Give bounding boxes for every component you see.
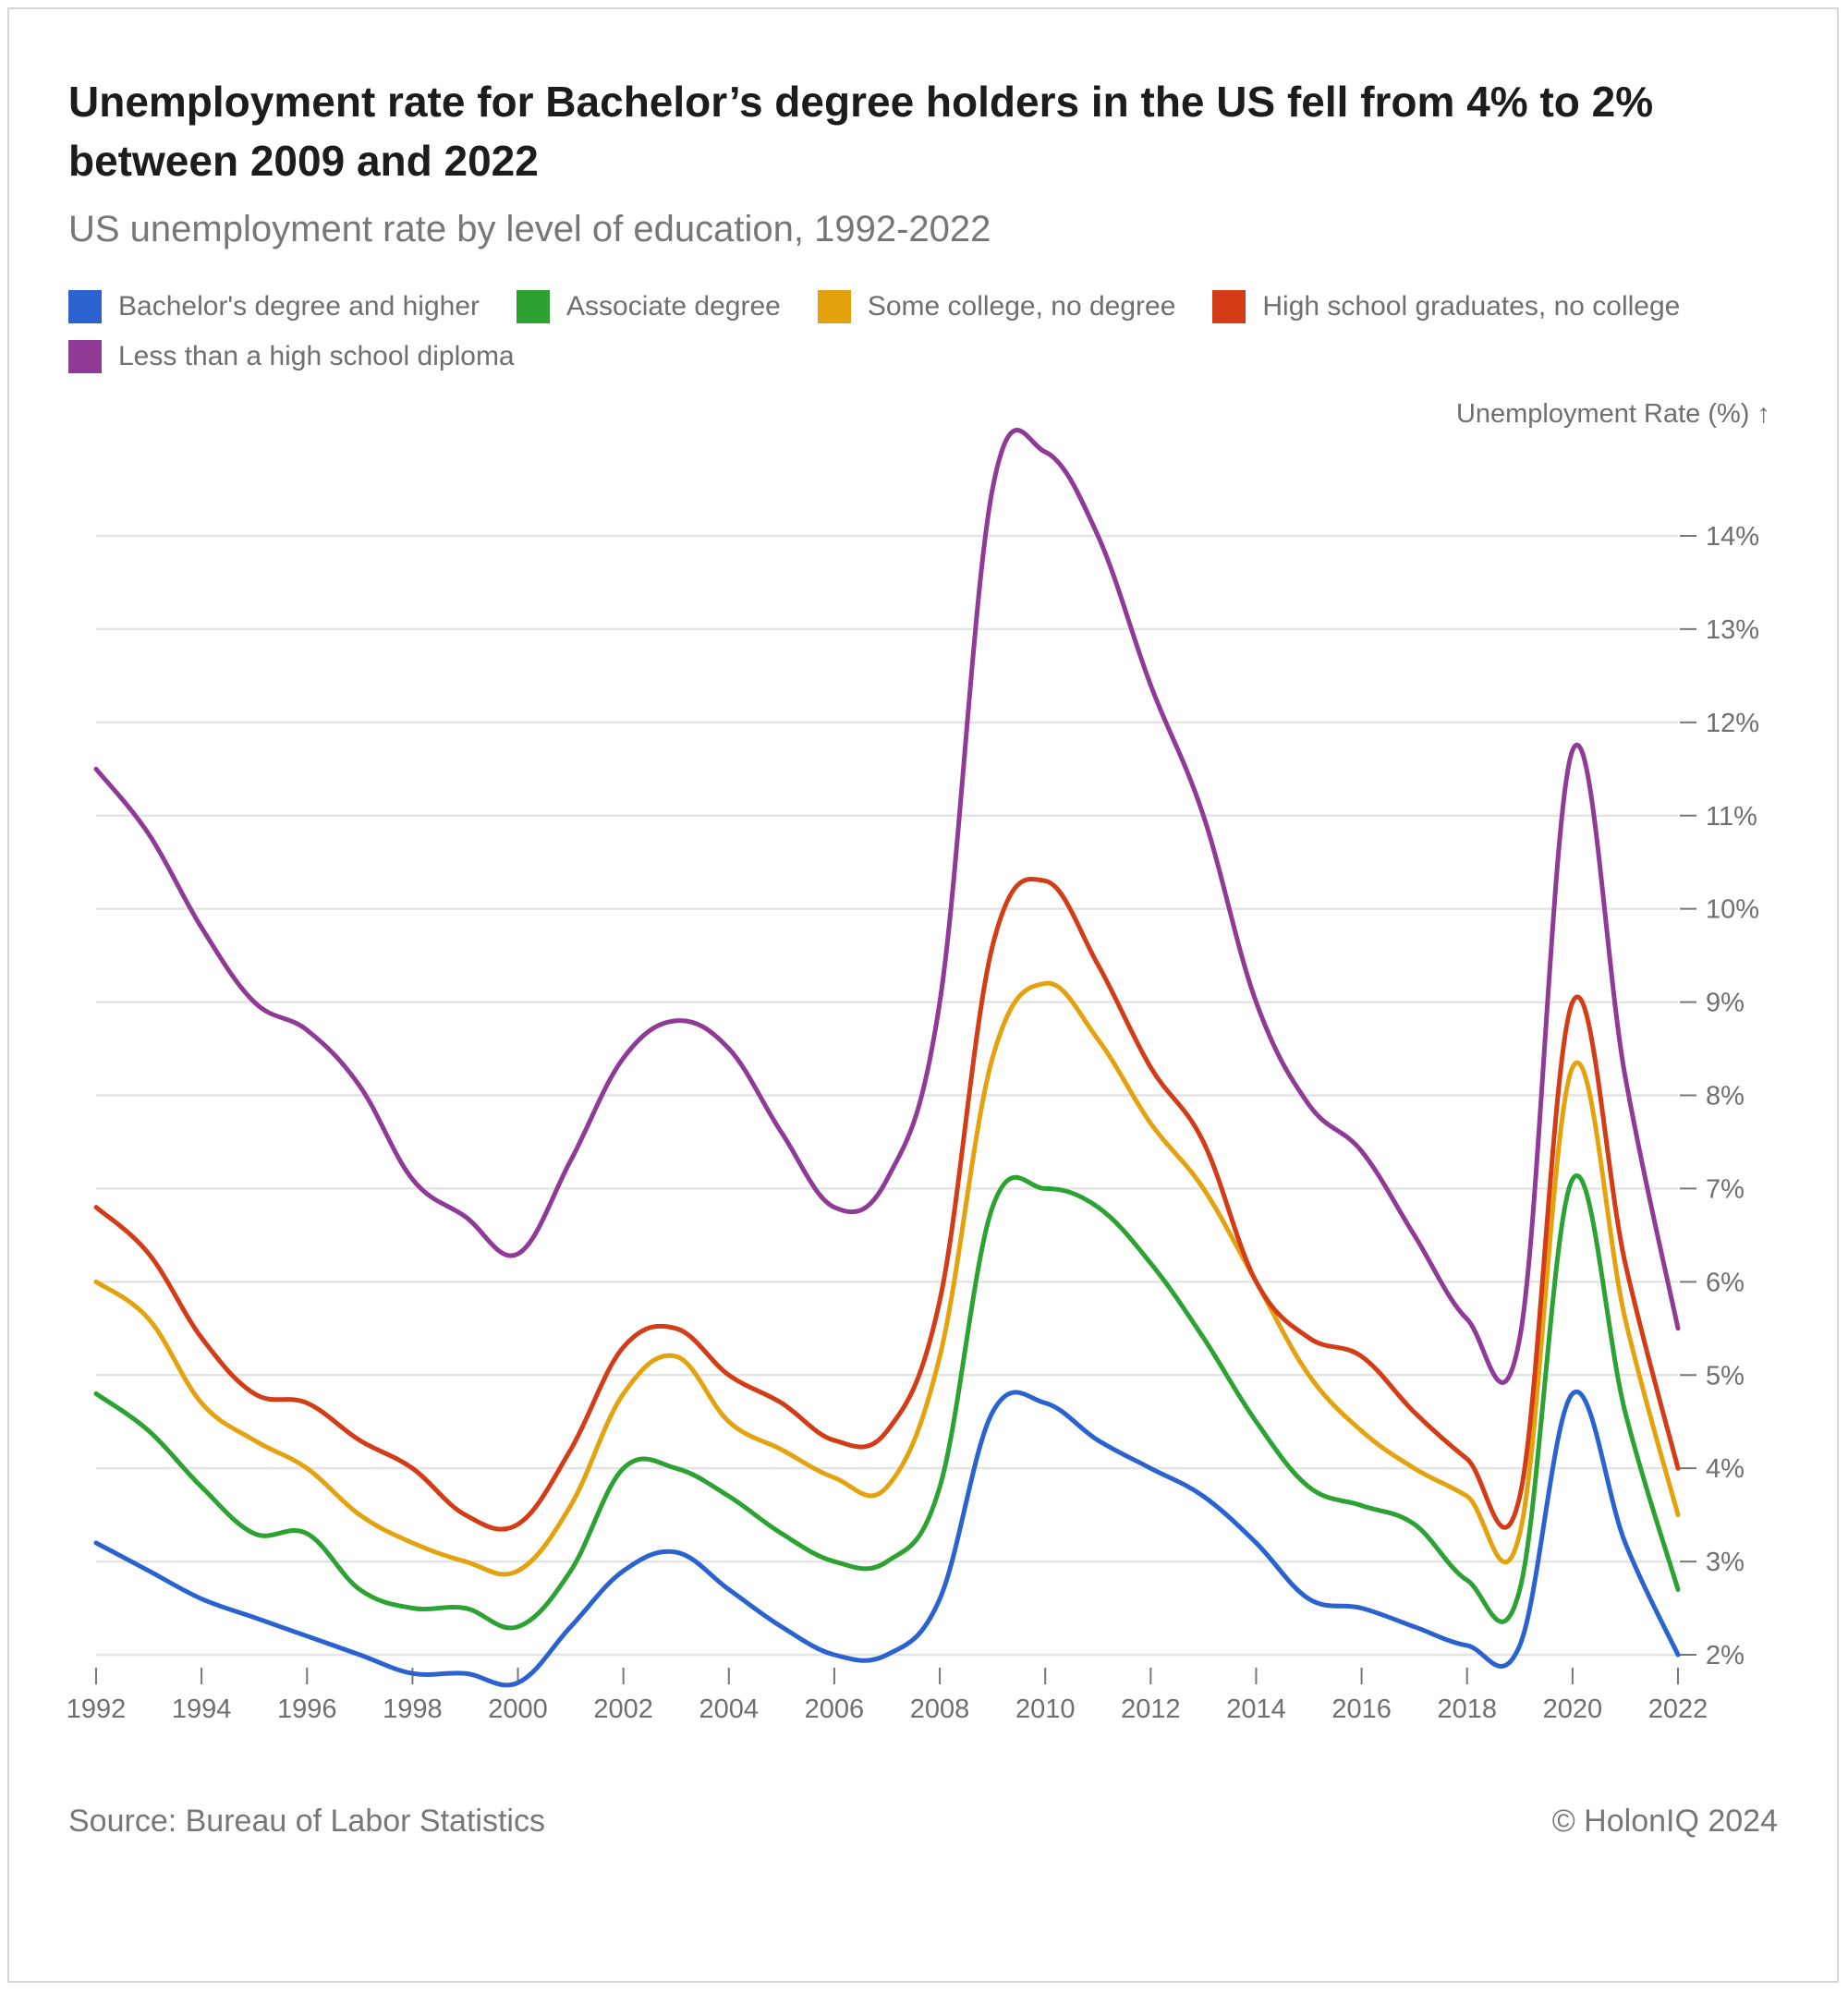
legend-swatch-high-school: [1212, 290, 1246, 323]
legend-label-associate: Associate degree: [566, 291, 781, 322]
legend-swatch-bachelors: [68, 290, 102, 323]
y-tick-label: 4%: [1706, 1454, 1745, 1484]
legend: Bachelor's degree and higher Associate d…: [68, 288, 1787, 375]
x-tick-label: 2010: [1015, 1694, 1076, 1724]
y-tick-label: 2%: [1706, 1641, 1745, 1670]
y-tick-label: 7%: [1706, 1174, 1745, 1204]
x-tick-label: 1994: [172, 1694, 232, 1724]
x-tick-label: 2002: [593, 1694, 653, 1724]
copyright-note: © HolonIQ 2024: [1551, 1804, 1778, 1839]
y-tick-label: 9%: [1706, 989, 1745, 1018]
legend-label-less-than-hs: Less than a high school diploma: [118, 341, 515, 371]
y-tick-label: 10%: [1706, 895, 1759, 925]
x-tick-label: 2004: [699, 1694, 760, 1724]
legend-item-bachelors[interactable]: Bachelor's degree and higher: [68, 288, 480, 325]
chart-card: [7, 7, 1839, 1983]
x-tick-label: 2016: [1331, 1694, 1392, 1724]
legend-label-some-college: Some college, no degree: [867, 291, 1176, 322]
x-tick-label: 1992: [67, 1694, 127, 1724]
legend-label-bachelors: Bachelor's degree and higher: [118, 291, 480, 322]
x-tick-label: 1998: [383, 1694, 443, 1724]
series-line-some-college: [93, 980, 1681, 1577]
y-axis-title: Unemployment Rate (%) ↑: [1455, 399, 1770, 429]
x-tick-label: 1996: [277, 1694, 337, 1724]
chart-subtitle: US unemployment rate by level of educati…: [68, 209, 991, 249]
y-tick-label: 6%: [1706, 1268, 1745, 1297]
x-tick-label: 2022: [1648, 1694, 1708, 1724]
y-tick-label: 14%: [1706, 522, 1759, 552]
y-tick-label: 8%: [1706, 1082, 1745, 1111]
series-line-associate: [93, 1173, 1681, 1631]
y-tick-label: 11%: [1706, 802, 1757, 832]
x-tick-label: 2018: [1437, 1694, 1497, 1724]
legend-swatch-less-than-hs: [68, 340, 102, 373]
y-tick-label: 13%: [1706, 615, 1759, 645]
legend-label-high-school: High school graduates, no college: [1262, 291, 1681, 322]
series-line-high-school: [93, 876, 1681, 1532]
y-tick-label: 3%: [1706, 1548, 1745, 1577]
x-tick-label: 2012: [1121, 1694, 1181, 1724]
legend-swatch-some-college: [817, 290, 851, 323]
legend-item-less-than-hs[interactable]: Less than a high school diploma: [68, 338, 515, 375]
series-line-bachelors: [93, 1389, 1681, 1688]
x-tick-label: 2014: [1226, 1694, 1286, 1724]
x-tick-label: 2006: [805, 1694, 865, 1724]
y-tick-label: 12%: [1706, 709, 1759, 738]
legend-swatch-associate: [517, 290, 550, 323]
x-tick-label: 2008: [910, 1694, 970, 1724]
x-tick-label: 2000: [488, 1694, 548, 1724]
legend-item-some-college[interactable]: Some college, no degree: [817, 288, 1176, 325]
legend-item-associate[interactable]: Associate degree: [517, 288, 781, 325]
source-note: Source: Bureau of Labor Statistics: [68, 1804, 545, 1839]
y-tick-label: 5%: [1706, 1361, 1745, 1391]
x-tick-label: 2020: [1543, 1694, 1603, 1724]
chart-title: Unemployment rate for Bachelor’s degree …: [68, 78, 1654, 185]
series-line-less-than-hs: [93, 428, 1681, 1385]
legend-item-high-school[interactable]: High school graduates, no college: [1212, 288, 1680, 325]
